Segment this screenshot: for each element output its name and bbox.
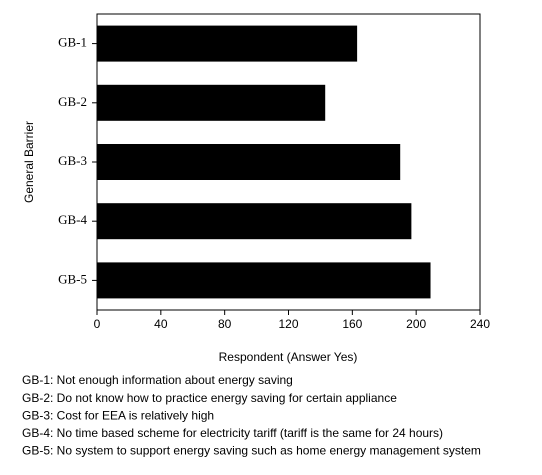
annotation: GB-4: No time based scheme for electrici… (22, 426, 443, 440)
y-tick-label: GB-4 (58, 212, 87, 227)
bar (97, 262, 431, 299)
bar (97, 84, 326, 121)
x-tick-label: 160 (342, 317, 362, 331)
x-axis-title: Respondent (Answer Yes) (219, 350, 358, 364)
bar (97, 144, 401, 180)
annotation: GB-1: Not enough information about energ… (22, 373, 293, 387)
x-tick-label: 80 (218, 317, 232, 331)
y-tick-label: GB-2 (58, 94, 87, 109)
x-tick-label: 0 (94, 317, 101, 331)
annotation: GB-2: Do not know how to practice energy… (22, 391, 397, 405)
y-axis-title: General Barrier (22, 121, 36, 203)
annotation: GB-3: Cost for EEA is relatively high (22, 408, 214, 422)
y-tick-label: GB-3 (58, 153, 87, 168)
x-tick-label: 120 (278, 317, 298, 331)
x-tick-label: 40 (154, 317, 168, 331)
annotation: GB-5: No system to support energy saving… (22, 444, 481, 458)
x-tick-label: 240 (470, 317, 490, 331)
bar (97, 203, 412, 240)
bar (97, 25, 358, 62)
y-tick-label: GB-1 (58, 35, 87, 50)
x-tick-label: 200 (406, 317, 426, 331)
y-tick-label: GB-5 (58, 271, 87, 286)
